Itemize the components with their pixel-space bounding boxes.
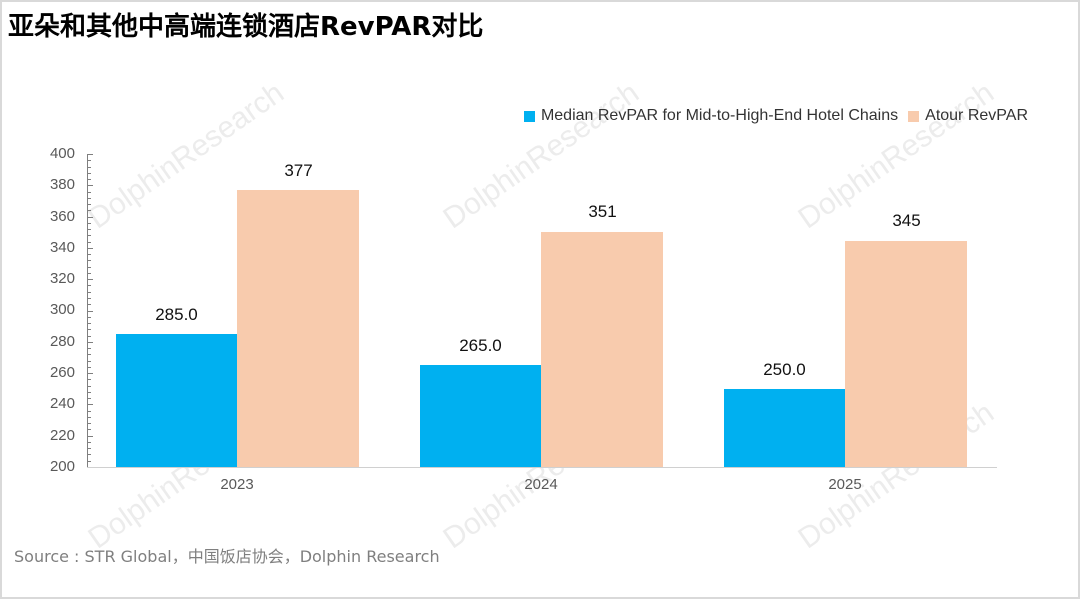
y-axis-tick (87, 336, 91, 337)
y-tick-label: 200 (49, 458, 75, 475)
bar-median-2025 (724, 389, 845, 467)
y-axis-tick (87, 279, 93, 280)
y-axis-tick (87, 298, 91, 299)
y-axis-tick (87, 204, 91, 205)
legend-item-atour: Atour RevPAR (908, 107, 1028, 125)
y-axis-tick (87, 423, 91, 424)
y-tick-label: 280 (49, 333, 75, 350)
y-axis-tick (87, 192, 91, 193)
y-axis-tick (87, 311, 93, 312)
y-axis-tick (87, 167, 91, 168)
y-tick-label: 340 (49, 239, 75, 256)
y-axis-tick (87, 448, 91, 449)
data-label-atour-2025: 345 (892, 211, 921, 230)
y-axis-tick (87, 361, 91, 362)
y-axis-tick (87, 454, 91, 455)
data-label-atour-2024: 351 (588, 202, 617, 221)
y-axis-tick (87, 304, 91, 305)
data-label-median-2023: 285.0 (155, 305, 198, 324)
y-axis-tick (87, 398, 91, 399)
y-tick-label: 300 (49, 301, 75, 318)
y-tick-label: 400 (49, 145, 75, 162)
y-axis-tick (87, 273, 91, 274)
y-axis-tick (87, 229, 91, 230)
y-axis-tick (87, 367, 91, 368)
y-axis-tick (87, 354, 91, 355)
y-axis-tick (87, 436, 93, 437)
y-axis-tick (87, 285, 91, 286)
y-axis-tick (87, 210, 91, 211)
y-axis-tick (87, 154, 93, 155)
x-tick-label-2023: 2023 (220, 476, 254, 493)
x-axis-line (87, 467, 997, 468)
y-axis-tick (87, 348, 91, 349)
y-axis-tick (87, 173, 91, 174)
y-axis-tick (87, 461, 91, 462)
y-axis-tick (87, 267, 91, 268)
chart-title: 亚朵和其他中高端连锁酒店RevPAR对比 (8, 12, 484, 42)
legend-swatch-atour (908, 110, 920, 122)
y-axis-tick (87, 235, 91, 236)
y-tick-label: 380 (49, 176, 75, 193)
legend-swatch-median (523, 110, 535, 122)
y-axis-tick (87, 392, 91, 393)
y-axis-tick (87, 342, 93, 343)
legend-label-atour: Atour RevPAR (925, 107, 1028, 124)
y-axis-tick (87, 248, 93, 249)
y-axis-tick (87, 260, 91, 261)
y-axis-tick (87, 317, 91, 318)
legend-label-median: Median RevPAR for Mid-to-High-End Hotel … (540, 107, 899, 124)
y-axis-tick (87, 198, 91, 199)
source-note: Source : STR Global，中国饭店协会，Dolphin Resea… (14, 547, 440, 566)
y-axis-tick (87, 223, 91, 224)
data-label-atour-2023: 377 (284, 161, 313, 180)
y-axis-tick (87, 185, 93, 186)
y-axis-tick (87, 379, 91, 380)
bar-atour-2025 (845, 241, 967, 467)
bar-median-2023 (116, 334, 237, 467)
y-axis-tick (87, 411, 91, 412)
y-tick-label: 360 (49, 208, 75, 225)
legend-item-median: Median RevPAR for Mid-to-High-End Hotel … (523, 107, 899, 125)
y-axis-line (87, 154, 88, 467)
data-label-median-2024: 265.0 (459, 336, 502, 355)
y-axis-tick (87, 217, 93, 218)
data-label-median-2025: 250.0 (763, 360, 806, 379)
x-tick-label-2025: 2025 (828, 476, 862, 493)
y-axis-tick (87, 386, 91, 387)
x-tick-label-2024: 2024 (524, 476, 558, 493)
y-axis-tick (87, 160, 91, 161)
bar-atour-2024 (541, 232, 663, 467)
y-axis-tick (87, 292, 91, 293)
y-axis-tick (87, 242, 91, 243)
y-axis-tick (87, 329, 91, 330)
y-tick-label: 240 (49, 395, 75, 412)
y-axis-tick (87, 323, 91, 324)
y-tick-label: 260 (49, 364, 75, 381)
y-axis-tick (87, 254, 91, 255)
y-axis-tick (87, 404, 93, 405)
y-axis-tick (87, 417, 91, 418)
legend: Median RevPAR for Mid-to-High-End Hotel … (523, 107, 1028, 125)
y-tick-label: 320 (49, 270, 75, 287)
bar-median-2024 (420, 365, 541, 467)
y-axis-tick (87, 373, 93, 374)
bar-atour-2023 (237, 190, 359, 467)
y-axis-tick (87, 179, 91, 180)
y-tick-label: 220 (49, 427, 75, 444)
y-axis-tick (87, 442, 91, 443)
y-axis-tick (87, 429, 91, 430)
